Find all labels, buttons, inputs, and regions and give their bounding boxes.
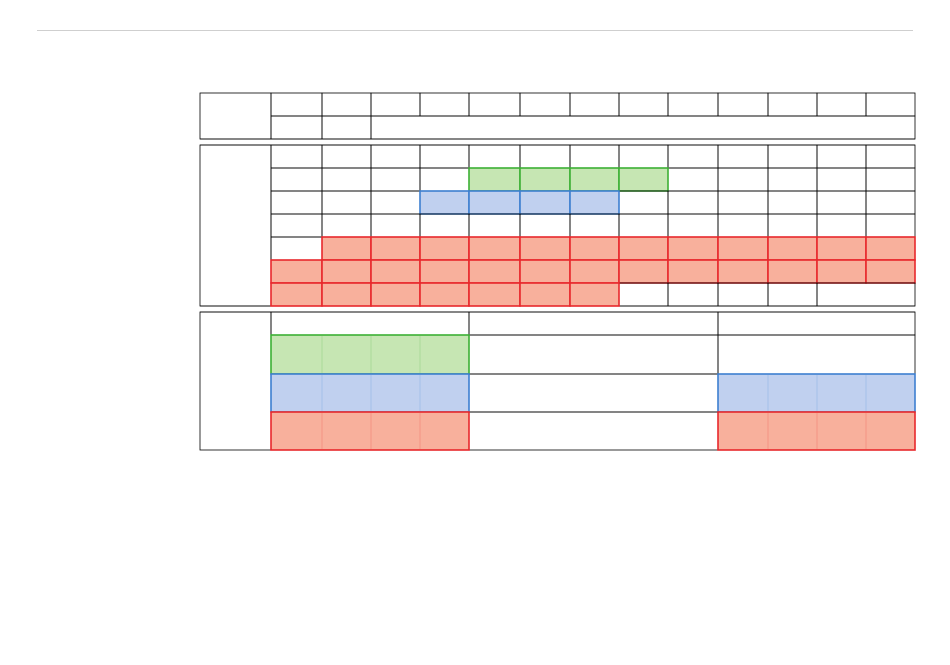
highlight-block (717, 373, 916, 413)
highlight-cell (667, 259, 719, 284)
highlight-cell (321, 259, 372, 284)
highlight-cell (370, 236, 421, 261)
highlight-cell (618, 259, 669, 284)
highlight-cell (419, 282, 470, 307)
highlight-block (717, 411, 916, 451)
highlight-block (270, 411, 470, 451)
highlight-cell (370, 282, 421, 307)
highlight-cell (865, 236, 916, 261)
highlight-cell (569, 190, 620, 215)
highlight-cell (519, 259, 571, 284)
highlight-cell (468, 236, 521, 261)
highlight-cell (519, 167, 571, 192)
cell (816, 282, 916, 307)
highlight-cell (468, 190, 521, 215)
highlight-cell (519, 282, 571, 307)
highlight-cell (419, 190, 470, 215)
highlight-cell (419, 236, 470, 261)
highlight-block (270, 373, 470, 413)
highlight-cell (865, 259, 916, 284)
highlight-cell (618, 236, 669, 261)
highlight-cell (468, 167, 521, 192)
highlight-cell (717, 236, 769, 261)
highlight-cell (468, 259, 521, 284)
highlight-cell (270, 282, 323, 307)
highlight-cell (569, 282, 620, 307)
highlight-cell (468, 282, 521, 307)
highlight-cell (767, 236, 818, 261)
highlight-block (270, 334, 470, 375)
highlight-cell (816, 236, 867, 261)
cell (370, 115, 916, 140)
highlight-cell (321, 236, 372, 261)
highlight-cell (816, 259, 867, 284)
highlight-cell (519, 190, 571, 215)
highlight-cell (419, 259, 470, 284)
highlight-cell (370, 259, 421, 284)
highlight-cell (618, 167, 669, 192)
highlight-cell (767, 259, 818, 284)
highlight-cell (569, 236, 620, 261)
highlight-cell (519, 236, 571, 261)
highlight-cell (717, 259, 769, 284)
highlight-cell (569, 259, 620, 284)
highlight-cell (321, 282, 372, 307)
highlight-cell (569, 167, 620, 192)
highlight-cell (270, 259, 323, 284)
highlight-cell (667, 236, 719, 261)
